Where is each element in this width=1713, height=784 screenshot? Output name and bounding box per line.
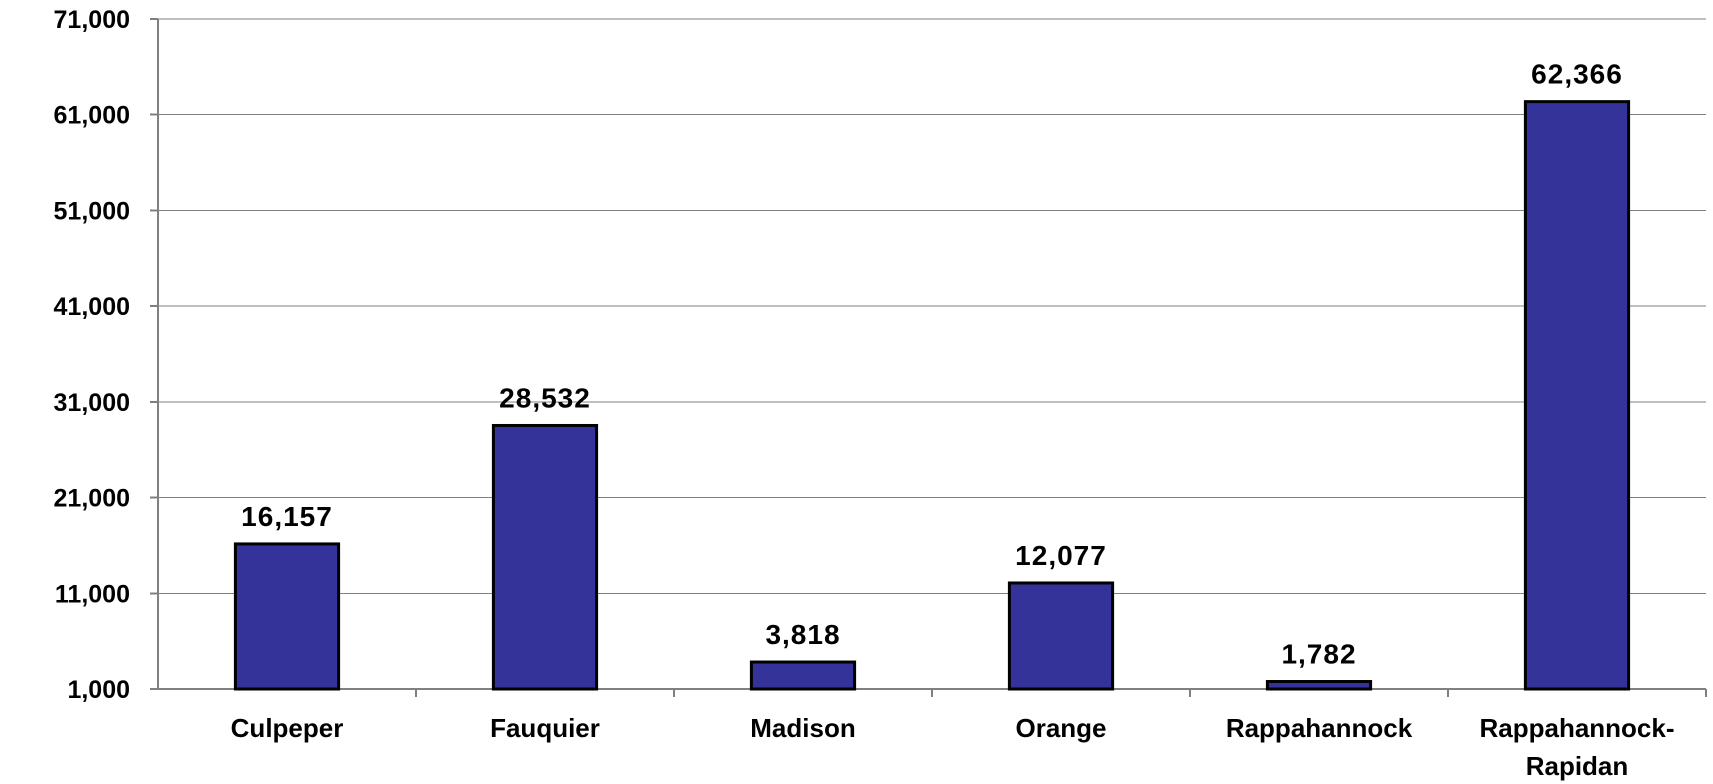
bar [235,544,338,689]
data-label: 62,366 [1531,59,1623,90]
bar [1525,102,1628,689]
y-tick-label: 1,000 [67,676,130,704]
y-tick-label: 31,000 [54,389,130,417]
bar [1267,682,1370,689]
data-label: 12,077 [1015,540,1107,571]
x-tick-label: Fauquier [490,713,600,743]
bar [1009,583,1112,689]
y-tick-label: 51,000 [54,197,130,225]
data-label: 1,782 [1281,639,1356,670]
y-tick-label: 21,000 [54,485,130,513]
y-tick-label: 61,000 [54,102,130,130]
x-tick-label: Rapidan [1526,751,1629,781]
data-label: 3,818 [765,619,840,650]
y-tick-label: 71,000 [54,6,130,34]
x-tick-label: Culpeper [231,713,344,743]
x-tick-label: Madison [750,713,855,743]
y-tick-label: 11,000 [55,580,130,608]
bar [493,425,596,689]
x-tick-label: Orange [1015,713,1106,743]
x-tick-label: Rappahannock- [1479,713,1674,743]
data-label: 28,532 [499,382,591,413]
y-tick-label: 41,000 [54,293,130,321]
data-label: 16,157 [241,501,333,532]
bar [751,662,854,689]
x-tick-label: Rappahannock [1226,713,1413,743]
